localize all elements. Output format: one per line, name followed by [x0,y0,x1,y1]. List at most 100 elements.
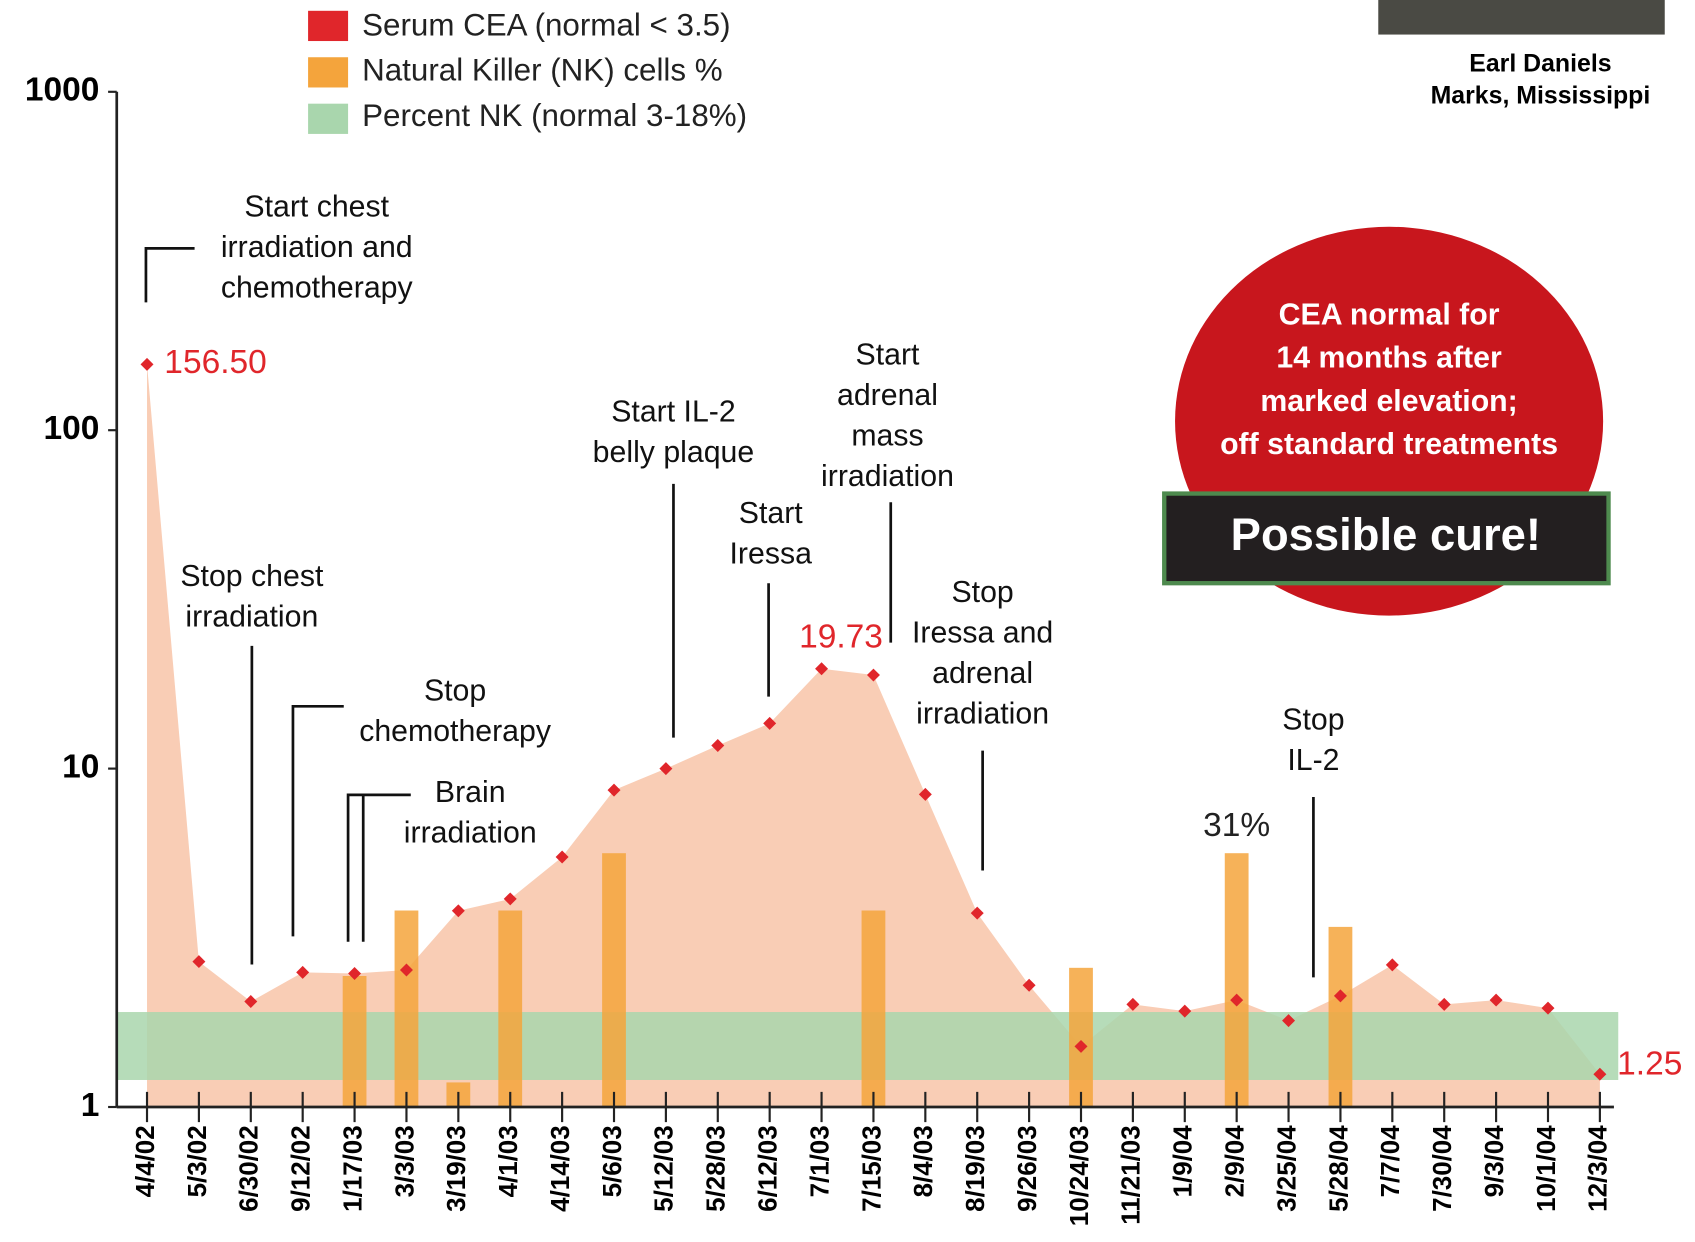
x-tick-label: 5/28/03 [703,1125,731,1211]
nk-bar [861,910,886,1107]
cea-point [1541,1001,1555,1015]
x-tick-label: 4/4/02 [132,1125,160,1197]
callout-banner-text: Possible cure! [1231,509,1541,560]
cea-value-label: 1.25 [1617,1045,1682,1082]
plot: Earl Daniels Marks, Mississippi 156.5019… [25,0,1682,1226]
legend-swatch [308,57,349,88]
nk-bar [602,853,626,1107]
callout-text: 14 months after [1276,342,1502,375]
cea-point [555,850,569,864]
annotation: Brain [435,776,506,809]
x-tick-label: 3/19/03 [443,1125,471,1211]
cea-point [1385,958,1399,972]
cea-point [1074,1039,1088,1053]
annotation: Start IL-2 [611,396,735,429]
leader-line [291,704,344,937]
nk-bar [498,910,523,1107]
annotation: Start chest [244,190,389,223]
cea-point [970,906,984,920]
photo [1378,0,1665,35]
annotation: irradiation [916,697,1049,730]
patient-place: Marks, Mississippi [1431,83,1651,110]
cea-value-label: 19.73 [799,618,883,655]
legend-swatch [308,10,349,42]
cea-point [1022,978,1036,992]
callout-text: off standard treatments [1220,428,1558,461]
cea-point [1230,993,1244,1007]
legend-label: Percent NK (normal 3-18%) [362,98,747,133]
annotation: Stop chest [180,560,324,593]
annotation: Stop [424,674,486,707]
cea-point [451,904,465,918]
x-tick-label: 5/6/03 [599,1125,627,1197]
y-tick-label: 1000 [25,72,100,109]
x-tick-label: 5/12/03 [651,1125,679,1211]
nk-bar [1328,926,1353,1107]
annotation: irradiation [404,816,537,849]
nk-bar [1224,853,1249,1107]
annotation: Start [739,497,804,530]
annotation: adrenal [837,379,938,412]
cea-point [503,892,517,906]
nk-value-label: 31% [1203,807,1270,844]
x-tick-label: 9/3/04 [1481,1125,1509,1198]
x-tick-label: 7/30/04 [1429,1125,1457,1212]
annotation: Stop [951,576,1013,609]
x-tick-label: 4/1/03 [495,1125,523,1197]
leader-line [346,793,411,942]
x-tick-label: 6/12/03 [755,1125,783,1211]
cea-point [607,783,621,797]
annotation: irradiation [821,460,954,493]
cea-point [399,963,413,977]
x-tick-label: 4/14/03 [547,1125,575,1211]
x-tick-label: 7/7/04 [1377,1125,1405,1198]
x-tick-label: 7/1/03 [806,1125,834,1197]
x-tick-label: 7/15/03 [858,1125,886,1211]
x-tick-label: 11/21/03 [1118,1125,1146,1224]
cea-point [1489,993,1503,1007]
x-tick-label: 1/9/04 [1170,1125,1198,1198]
x-tick-label: 10/1/04 [1533,1125,1561,1212]
annotation: irradiation [185,600,318,633]
x-tick-label: 10/24/03 [1066,1125,1094,1226]
x-tick-label: 5/3/02 [184,1125,212,1197]
annotation: belly plaque [593,436,755,469]
x-tick-label: 3/25/04 [1273,1125,1301,1212]
cea-point [348,967,362,980]
annotation: Stop [1282,703,1344,736]
nk-bar [394,910,419,1107]
x-tick-label: 9/12/02 [288,1125,316,1211]
y-tick-label: 1 [81,1087,100,1124]
cea-point [1593,1067,1607,1081]
cea-value-label: 156.50 [164,344,266,381]
x-tick-label: 9/26/03 [1014,1125,1042,1211]
legend-label: Natural Killer (NK) cells % [362,53,723,88]
annotation: chemotherapy [221,271,414,304]
cea-point [866,668,880,682]
cea-point [140,357,154,371]
x-tick-label: 2/9/04 [1222,1125,1250,1198]
annotation: IL-2 [1287,744,1339,777]
cea-point [1437,997,1451,1011]
callout-text: CEA normal for [1279,298,1500,331]
legend-swatch [308,103,349,134]
annotation: adrenal [932,657,1033,690]
x-tick-label: 6/30/02 [236,1125,264,1211]
x-tick-label: 8/4/03 [910,1125,938,1197]
x-tick-label: 12/3/04 [1585,1125,1613,1212]
annotation: chemotherapy [359,715,552,748]
patient-name: Earl Daniels [1469,50,1611,77]
nk-bar [1069,967,1093,1107]
cea-point [1126,997,1140,1011]
annotation: Iressa and [912,616,1053,649]
cea-point [1333,989,1347,1003]
leader-line [144,247,195,303]
annotation: irradiation and [221,231,413,264]
x-tick-label: 3/3/03 [391,1125,419,1197]
nk-bar [342,976,367,1107]
x-tick-label: 1/17/03 [339,1125,367,1211]
x-tick-label: 8/19/03 [962,1125,990,1211]
cea-point [1178,1004,1192,1018]
annotation: mass [851,419,923,452]
